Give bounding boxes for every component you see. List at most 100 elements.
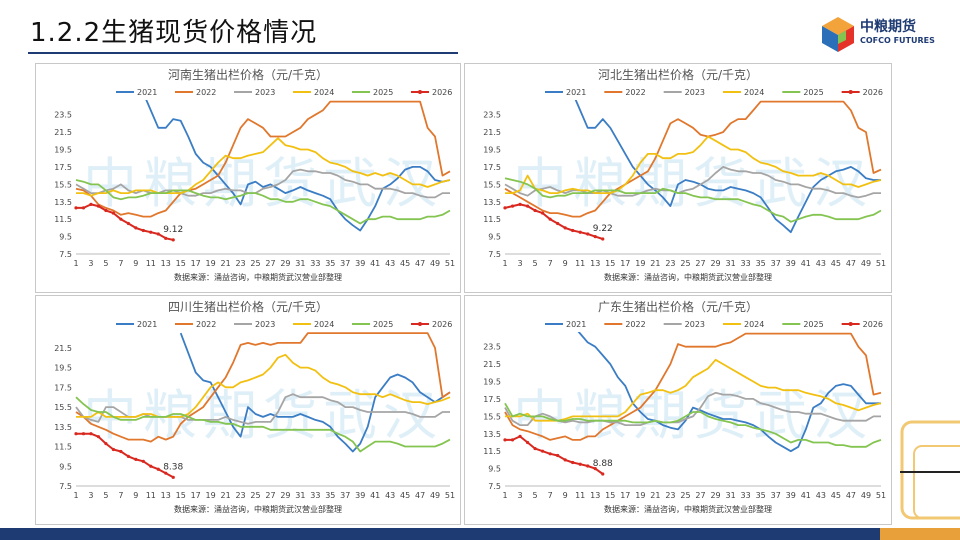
y-tick-label: 17.5 (483, 395, 501, 404)
x-tick-label: 41 (370, 259, 380, 268)
x-tick-label: 9 (133, 491, 138, 500)
series-line-2025 (75, 179, 451, 225)
chart-source-note: 数据来源：涌益咨询，中粮期货武汉营业部整理 (604, 504, 772, 514)
series-point-2026 (126, 454, 130, 458)
series-point-2026 (156, 232, 160, 236)
x-tick-label: 31 (726, 491, 736, 500)
footer-bar (0, 528, 960, 540)
x-tick-label: 1 (502, 491, 507, 500)
series-point-2026 (89, 432, 93, 436)
series-line-2024 (505, 358, 882, 422)
legend-label-2024: 2024 (744, 320, 764, 329)
x-tick-label: 23 (665, 259, 675, 268)
x-tick-label: 29 (280, 491, 290, 500)
series-line-2021 (574, 100, 881, 234)
y-tick-label: 9.5 (59, 462, 72, 471)
series-point-2026 (74, 432, 78, 436)
series-point-2026 (586, 232, 590, 236)
x-tick-label: 3 (517, 259, 522, 268)
series-point-2026 (171, 475, 175, 479)
series-line-2021 (179, 332, 451, 453)
series-point-2026 (119, 217, 123, 221)
legend-label-2025: 2025 (373, 320, 393, 329)
series-point-2026 (81, 206, 86, 210)
chart-panel-hebei: 河北生猪出栏价格（元/千克） 2021 2022 2023 2024 2025 2026 7.… (464, 63, 892, 293)
legend-label-2022: 2022 (196, 320, 216, 329)
y-tick-label: 7.5 (59, 482, 72, 491)
x-tick-label: 9 (133, 259, 138, 268)
x-tick-label: 23 (665, 491, 675, 500)
series-point-2026 (586, 464, 590, 468)
y-tick-label: 11.5 (54, 215, 72, 224)
x-tick-label: 5 (533, 491, 538, 500)
x-tick-label: 27 (695, 491, 705, 500)
legend-label-2022: 2022 (196, 88, 216, 97)
series-line-2021 (577, 332, 881, 453)
x-tick-label: 25 (680, 259, 690, 268)
series-line-2024 (76, 137, 451, 197)
chart-title: 河北生猪出栏价格（元/千克） (598, 67, 758, 82)
x-tick-label: 45 (400, 259, 410, 268)
company-logo: 中粮期货 COFCO FUTURES (818, 14, 948, 54)
x-tick-label: 5 (103, 491, 108, 500)
chart-guangdong: 广东生猪出栏价格（元/千克） 2021 2022 2023 2024 2025 2026 7.… (483, 299, 886, 514)
y-tick-label: 17.5 (54, 163, 72, 172)
series-group (503, 100, 882, 241)
y-tick-label: 21.5 (54, 128, 72, 137)
series-line-2025 (504, 402, 882, 448)
x-tick-label: 13 (590, 491, 600, 500)
x-tick-label: 27 (695, 259, 705, 268)
logo-text-cn: 中粮期货 (860, 19, 916, 35)
series-point-2026 (533, 446, 537, 451)
series-point-2026 (601, 237, 605, 241)
series-line-2025 (75, 396, 451, 453)
chart-title: 河南生猪出栏价格（元/千克） (168, 67, 328, 82)
chart-source-note: 数据来源：涌益咨询，中粮期货武汉营业部整理 (174, 504, 342, 514)
y-tick-label: 13.5 (483, 198, 501, 207)
series-group (503, 332, 882, 476)
series-point-2026 (525, 440, 530, 445)
x-tick-label: 37 (771, 259, 781, 268)
legend-marker-2026 (418, 90, 422, 94)
data-label-latest: 8.88 (593, 459, 613, 469)
decorative-corner-lines (900, 420, 960, 520)
x-tick-label: 19 (206, 491, 216, 500)
x-tick-label: 31 (295, 259, 305, 268)
series-point-2026 (126, 221, 130, 226)
x-tick-label: 39 (786, 491, 796, 500)
watermark-text: 中粮期货武汉 (513, 152, 873, 215)
series-point-2026 (548, 452, 552, 456)
x-tick-label: 23 (235, 259, 245, 268)
series-point-2026 (601, 472, 605, 476)
x-tick-label: 43 (385, 259, 395, 268)
series-line-2023 (504, 166, 881, 199)
series-line-2022 (75, 100, 451, 218)
y-tick-label: 13.5 (483, 430, 501, 439)
x-tick-label: 5 (533, 259, 538, 268)
x-tick-label: 47 (415, 491, 425, 500)
x-tick-label: 5 (103, 259, 108, 268)
chart-henan: 河南生猪出栏价格（元/千克） 2021 2022 2023 2024 2025 2026 7.… (54, 67, 455, 282)
y-tick-label: 7.5 (488, 482, 501, 491)
x-tick-label: 39 (355, 259, 365, 268)
x-tick-label: 3 (517, 491, 522, 500)
series-line-2022 (75, 332, 451, 443)
y-tick-label: 19.5 (483, 146, 501, 155)
x-tick-label: 39 (786, 259, 796, 268)
series-line-2023 (504, 391, 881, 427)
watermark-text: 中粮期货武汉 (83, 152, 443, 215)
y-tick-label: 15.5 (483, 412, 501, 421)
legend-label-2021: 2021 (137, 320, 157, 329)
x-tick-label: 49 (861, 491, 871, 500)
legend-label-2026: 2026 (432, 320, 452, 329)
page-title: 1.2.2生猪现货价格情况 (30, 18, 318, 48)
chart-title: 四川生猪出栏价格（元/千克） (168, 299, 328, 314)
y-tick-label: 7.5 (59, 250, 72, 259)
x-tick-label: 19 (206, 259, 216, 268)
series-point-2026 (119, 449, 123, 454)
series-point-2026 (541, 449, 545, 453)
x-tick-label: 37 (771, 491, 781, 500)
x-tick-label: 19 (635, 491, 645, 500)
x-tick-label: 33 (310, 259, 320, 268)
x-tick-label: 7 (118, 491, 123, 500)
